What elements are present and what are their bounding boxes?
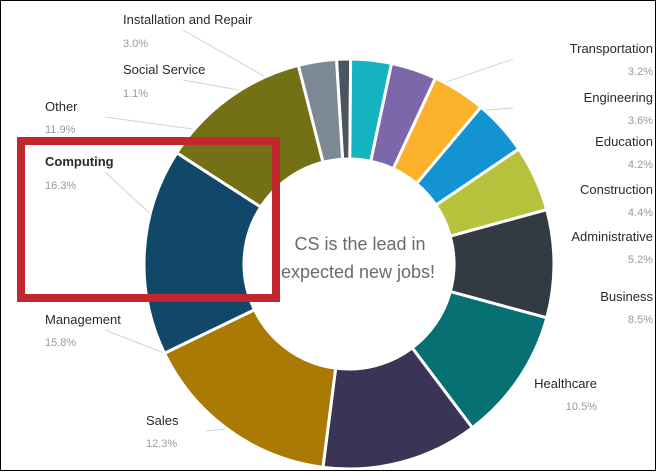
slice-label: Other <box>45 99 78 114</box>
slice-value-label: 5.2% <box>628 254 653 266</box>
slice-value-label: 10.5% <box>566 401 597 413</box>
slice-label: Construction <box>580 182 653 197</box>
slice-installation-and-repair <box>296 57 345 165</box>
slice-label: Sales <box>146 413 179 428</box>
slice-label: Social Service <box>123 62 205 77</box>
slice-label: Transportation <box>570 41 653 56</box>
slice-label: Computing <box>45 154 114 169</box>
slice-label: Business <box>600 289 653 304</box>
slice-value-label: 15.8% <box>45 337 76 349</box>
slice-label: Management <box>45 312 121 327</box>
center-text-line-2: expected new jobs! <box>281 262 435 282</box>
slice-value-label: 1.1% <box>123 88 148 100</box>
slice-value-label: 4.4% <box>628 207 653 219</box>
slice-label: Administrative <box>571 229 653 244</box>
slice-value-label: 8.5% <box>628 314 653 326</box>
slice-label: Healthcare <box>534 376 597 391</box>
center-annotation: CS is the lead in expected new jobs! <box>281 234 435 282</box>
donut-slices <box>142 57 556 470</box>
slice-label: Engineering <box>584 90 653 105</box>
slice-value-label: 12.3% <box>146 438 177 450</box>
slice-value-label: 3.6% <box>628 115 653 127</box>
slice-label: Education <box>595 134 653 149</box>
slice-labels: Social Service 1.1% Transportation 3.2% Engi… <box>45 12 653 450</box>
slice-label: Installation and Repair <box>123 12 253 27</box>
slice-value-label: 16.3% <box>45 180 76 192</box>
slice-management <box>162 307 338 470</box>
computing-highlight-box <box>17 137 280 302</box>
slice-value-label: 3.0% <box>123 38 148 50</box>
slice-value-label: 3.2% <box>628 66 653 78</box>
slice-value-label: 4.2% <box>628 159 653 171</box>
slice-value-label: 11.9% <box>45 124 76 136</box>
center-text-line-1: CS is the lead in <box>294 234 425 254</box>
